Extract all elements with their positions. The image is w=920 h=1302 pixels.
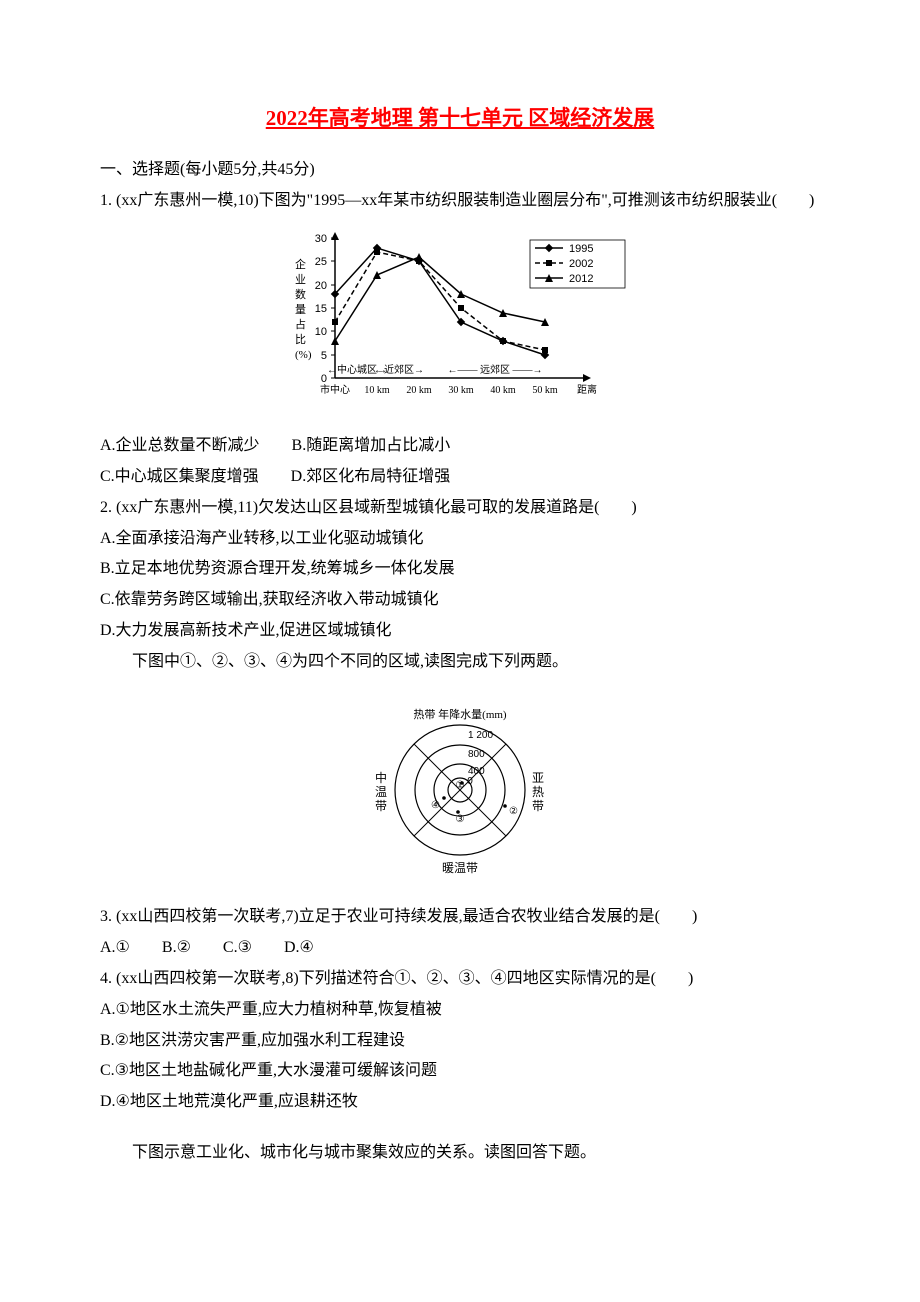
q3-stem: 3. (xx山西四校第一次联考,7)立足于农业可持续发展,最适合农牧业结合发展的… bbox=[100, 903, 820, 932]
q1-chart: 0 5 10 15 20 25 30 企 业 数 量 占 比 (%) 市中心 bbox=[100, 223, 820, 424]
svg-text:③: ③ bbox=[456, 814, 465, 825]
svg-text:数: 数 bbox=[295, 288, 306, 301]
q1-stem: 1. (xx广东惠州一模,10)下图为"1995—xx年某市纺织服装制造业圈层分… bbox=[100, 187, 820, 216]
svg-text:市中心: 市中心 bbox=[320, 383, 350, 396]
polar-chart: 0 400 800 1 200 热带 年降水量(mm) 中 温 带 亚 热 带 … bbox=[100, 685, 820, 896]
svg-text:(%): (%) bbox=[295, 349, 312, 361]
svg-text:暖温带: 暖温带 bbox=[442, 861, 478, 875]
section-heading: 一、选择题(每小题5分,共45分) bbox=[100, 156, 820, 185]
svg-text:10: 10 bbox=[315, 326, 327, 338]
q4-opt-b: B.②地区洪涝灾害严重,应加强水利工程建设 bbox=[100, 1027, 820, 1056]
svg-text:①: ① bbox=[456, 780, 465, 791]
q3-opt-b: B.② bbox=[162, 939, 191, 956]
svg-text:企: 企 bbox=[295, 257, 306, 271]
q2-stem: 2. (xx广东惠州一模,11)欠发达山区县域新型城镇化最可取的发展道路是( ) bbox=[100, 494, 820, 523]
svg-text:温: 温 bbox=[375, 785, 387, 799]
svg-text:5: 5 bbox=[321, 350, 327, 362]
svg-text:2012: 2012 bbox=[569, 273, 593, 285]
svg-text:10 km: 10 km bbox=[364, 385, 390, 396]
svg-text:④: ④ bbox=[431, 800, 440, 811]
q2-opt-d: D.大力发展高新技术产业,促进区域城镇化 bbox=[100, 617, 820, 646]
svg-text:2002: 2002 bbox=[569, 258, 593, 270]
svg-text:←—— 远郊区 ——→: ←—— 远郊区 ——→ bbox=[448, 363, 543, 376]
q4-stem: 4. (xx山西四校第一次联考,8)下列描述符合①、②、③、④四地区实际情况的是… bbox=[100, 965, 820, 994]
q3-opt-c: C.③ bbox=[223, 939, 252, 956]
svg-text:热: 热 bbox=[532, 785, 544, 799]
svg-text:比: 比 bbox=[295, 333, 306, 346]
svg-text:带: 带 bbox=[375, 799, 387, 813]
q3-opt-a: A.① bbox=[100, 939, 130, 956]
svg-text:400: 400 bbox=[468, 766, 485, 777]
svg-text:带: 带 bbox=[532, 799, 544, 813]
svg-text:30 km: 30 km bbox=[448, 385, 474, 396]
svg-text:15: 15 bbox=[315, 303, 327, 315]
svg-text:量: 量 bbox=[295, 303, 306, 316]
page-title: 2022年高考地理 第十七单元 区域经济发展 bbox=[100, 100, 820, 138]
svg-text:40 km: 40 km bbox=[490, 385, 516, 396]
svg-text:25: 25 bbox=[315, 256, 327, 268]
svg-text:业: 业 bbox=[295, 273, 306, 286]
svg-text:0: 0 bbox=[467, 776, 473, 787]
q1-options-ab: A.企业总数量不断减少 B.随距离增加占比减小 bbox=[100, 432, 820, 461]
q4-opt-c: C.③地区土地盐碱化严重,大水漫灌可缓解该问题 bbox=[100, 1057, 820, 1086]
svg-text:距离: 距离 bbox=[577, 383, 597, 396]
q4-opt-d: D.④地区土地荒漠化严重,应退耕还牧 bbox=[100, 1088, 820, 1117]
svg-text:20 km: 20 km bbox=[406, 385, 432, 396]
q2-opt-a: A.全面承接沿海产业转移,以工业化驱动城镇化 bbox=[100, 525, 820, 554]
svg-text:30: 30 bbox=[315, 233, 327, 245]
svg-text:1 200: 1 200 bbox=[468, 730, 493, 741]
intro-34: 下图中①、②、③、④为四个不同的区域,读图完成下列两题。 bbox=[100, 648, 820, 677]
intro-5: 下图示意工业化、城市化与城市聚集效应的关系。读图回答下题。 bbox=[100, 1139, 820, 1168]
svg-text:1995: 1995 bbox=[569, 243, 593, 255]
svg-text:热带 年降水量(mm): 热带 年降水量(mm) bbox=[413, 707, 507, 721]
svg-text:50 km: 50 km bbox=[532, 385, 558, 396]
svg-text:占: 占 bbox=[295, 317, 306, 331]
q3-options: A.① B.② C.③ D.④ bbox=[100, 934, 820, 963]
q2-opt-b: B.立足本地优势资源合理开发,统筹城乡一体化发展 bbox=[100, 555, 820, 584]
q2-opt-c: C.依靠劳务跨区域输出,获取经济收入带动城镇化 bbox=[100, 586, 820, 615]
q1-options-cd: C.中心城区集聚度增强 D.郊区化布局特征增强 bbox=[100, 463, 820, 492]
svg-text:←近郊区→: ←近郊区→ bbox=[374, 363, 424, 376]
q4-opt-a: A.①地区水土流失严重,应大力植树种草,恢复植被 bbox=[100, 996, 820, 1025]
q3-opt-d: D.④ bbox=[284, 939, 314, 956]
svg-text:亚: 亚 bbox=[532, 771, 544, 785]
svg-text:800: 800 bbox=[468, 749, 485, 760]
svg-text:②: ② bbox=[509, 806, 518, 817]
svg-text:20: 20 bbox=[315, 280, 327, 292]
svg-text:中: 中 bbox=[375, 770, 387, 785]
